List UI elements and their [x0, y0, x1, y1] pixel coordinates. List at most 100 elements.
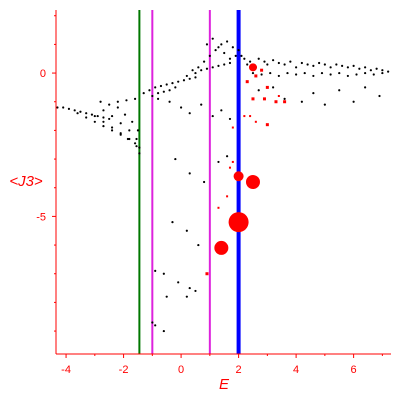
black-point [156, 92, 160, 95]
red-point [205, 272, 209, 276]
black-point [338, 89, 341, 92]
black-point [223, 51, 226, 55]
black-point [286, 71, 289, 75]
black-point [125, 99, 128, 102]
black-point [248, 60, 252, 63]
black-point [194, 76, 197, 79]
black-point [133, 142, 137, 145]
x-tick-label: -4 [61, 364, 71, 376]
black-point [154, 324, 157, 327]
black-point [335, 63, 338, 66]
black-point [133, 97, 137, 100]
black-point [369, 69, 372, 72]
black-point [228, 61, 232, 65]
black-point [159, 84, 163, 88]
red-point [251, 97, 255, 101]
red-point [228, 212, 249, 233]
black-point [162, 90, 165, 93]
black-point [364, 71, 367, 75]
black-point [246, 63, 249, 66]
black-point [277, 61, 280, 65]
black-point [108, 117, 111, 121]
black-point [110, 126, 114, 129]
black-point [119, 132, 122, 135]
black-point [211, 66, 214, 69]
black-point [323, 103, 326, 106]
black-point [283, 97, 286, 100]
black-point [135, 137, 138, 141]
black-point [358, 67, 361, 70]
black-point [202, 180, 206, 184]
black-point [197, 243, 200, 247]
black-point [234, 54, 237, 57]
black-point [312, 64, 315, 67]
black-point [283, 63, 286, 66]
black-point [93, 120, 96, 123]
black-point [381, 69, 384, 72]
black-point [188, 77, 191, 80]
black-point [211, 37, 214, 40]
black-point [260, 73, 263, 76]
black-point [289, 60, 292, 63]
ticks: -4 -2 0 2 4 6 0 -5 [36, 15, 383, 376]
black-point [191, 69, 194, 72]
black-point [266, 63, 269, 66]
y-axis-label: <J3> [9, 173, 43, 190]
black-point [154, 269, 157, 272]
black-point [375, 67, 378, 70]
black-point [154, 86, 157, 89]
black-point [272, 86, 275, 89]
black-point [211, 114, 214, 118]
black-point [220, 43, 223, 46]
red-point [233, 171, 244, 182]
black-point [243, 57, 246, 60]
black-point [142, 92, 145, 95]
black-point [151, 94, 154, 98]
black-point [240, 54, 243, 57]
black-point [200, 69, 203, 72]
black-point [128, 137, 131, 141]
black-point [295, 73, 298, 76]
black-point [220, 109, 223, 112]
red-point [243, 115, 246, 118]
black-point [378, 94, 381, 98]
black-points [56, 37, 390, 333]
black-point [228, 117, 232, 121]
y-tick-label: 0 [40, 68, 46, 80]
black-point [372, 73, 375, 76]
black-point [138, 152, 141, 155]
black-point [223, 63, 226, 66]
black-point [257, 89, 260, 92]
black-point [355, 73, 358, 76]
red-point [277, 95, 280, 97]
red-point [248, 63, 257, 72]
red-point [217, 206, 220, 209]
black-point [312, 92, 315, 95]
black-point [188, 112, 191, 115]
black-point [76, 112, 79, 115]
x-tick-label: 0 [178, 364, 184, 376]
red-point [254, 120, 257, 123]
black-point [90, 113, 94, 116]
red-point [245, 80, 249, 84]
black-point [214, 49, 217, 52]
black-point [228, 57, 232, 60]
black-point [217, 64, 220, 67]
black-point [323, 63, 326, 66]
black-point [168, 100, 171, 103]
black-point [56, 106, 59, 109]
black-point [272, 59, 275, 62]
black-point [148, 89, 151, 92]
black-point [352, 100, 355, 103]
black-point [320, 71, 324, 75]
red-points [205, 63, 287, 276]
red-point [245, 175, 260, 189]
black-point [110, 129, 114, 132]
black-point [329, 73, 332, 76]
black-point [194, 289, 197, 293]
red-point [262, 97, 266, 101]
black-point [318, 61, 321, 65]
red-point [231, 126, 234, 129]
black-point [269, 71, 272, 75]
black-point [341, 64, 344, 67]
